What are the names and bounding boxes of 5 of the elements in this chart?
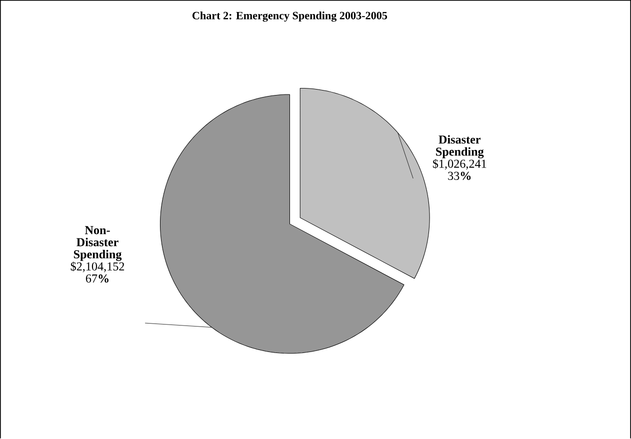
chart-title: Chart 2: Emergency Spending 2003-2005 (192, 12, 388, 22)
slice-label: Non-Disaster Spending (74, 226, 122, 262)
slice-label: Disaster Spending (436, 135, 484, 158)
data-label: $1,026,241 33% (432, 159, 486, 180)
data-label: $2,104,152 67% (70, 262, 124, 283)
